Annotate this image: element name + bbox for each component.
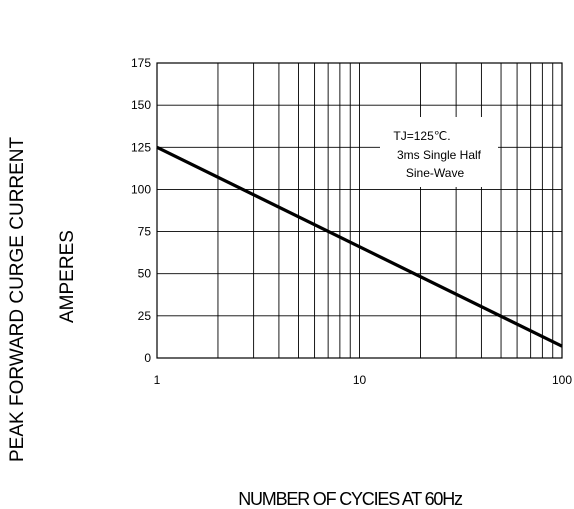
y-tick-label: 125 [131,140,151,154]
y-tick-label: 175 [131,56,151,70]
y-tick-label: 50 [138,267,152,281]
x-tick-label: 10 [353,373,367,387]
y-axis-label-line-2: AMPERES [57,230,78,323]
annotation-line-2: 3ms Single Half [397,148,482,162]
x-axis-label: NUMBER OF CYCIES AT 60Hz [238,489,463,509]
series-line [156,145,563,348]
y-axis-label-line-1: PEAK FORWARD CURGE CURRENT [7,136,28,462]
plot-frame [156,62,563,359]
annotation-box [380,117,498,187]
x-tick-label: 100 [552,373,572,387]
x-tick-labels: 1 10 100 [154,373,573,387]
y-tick-label: 100 [131,182,151,196]
annotation-line-3: Sine-Wave [406,166,465,180]
x-tick-label: 1 [154,373,161,387]
annotation-line-1: TJ=125℃. [393,129,450,143]
y-tick-label: 75 [138,225,152,239]
y-tick-label: 150 [131,98,151,112]
y-tick-labels: 0 25 50 75 100 125 150 175 [131,56,151,365]
y-tick-label: 25 [138,309,152,323]
y-tick-label: 0 [144,351,151,365]
series-lines [156,145,563,348]
grid [157,63,562,358]
